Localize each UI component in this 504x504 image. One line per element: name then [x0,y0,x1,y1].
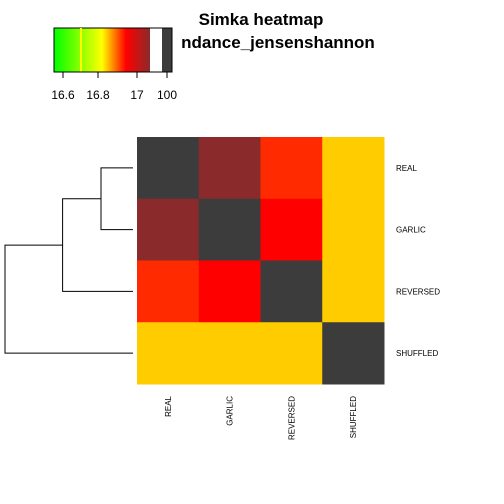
heatmap-cell [260,137,323,200]
heatmap-cell [198,260,261,323]
color-key-gradient [54,28,150,72]
color-key-white-band [150,28,162,72]
heatmap-cell [137,322,200,385]
color-key-tick-label: 100 [157,88,177,102]
heatmap-cell [198,322,261,385]
heatmap-cell [198,137,261,200]
heatmap-cell [137,137,200,200]
column-label: REAL [164,395,173,416]
heatmap-cell [322,322,385,385]
heatmap-cell [322,198,385,261]
chart-title-line2: ndance_jensenshannon [181,33,375,52]
heatmap-cell [198,198,261,261]
color-key-tick-label: 17 [130,88,144,102]
color-key-tick-label: 16.6 [51,88,75,102]
heatmap-cell [260,322,323,385]
heatmap-cell [137,198,200,261]
dendrogram-branch [100,167,133,231]
heatmap-cell [260,260,323,323]
heatmap-cell [137,260,200,323]
dendrogram-branch [62,198,133,292]
heatmap-cell [260,198,323,261]
row-dendrogram [4,167,133,354]
heatmap-cell [322,260,385,323]
chart-title-line1: Simka heatmap [199,10,324,29]
color-key-tick-label: 16.8 [86,88,110,102]
row-label: REVERSED [396,287,440,296]
column-label: GARLIC [226,396,235,426]
row-label: SHUFFLED [396,349,438,358]
color-key-legend: 16.6 16.8 17 100 [51,27,177,102]
column-labels: REAL GARLIC REVERSED SHUFFLED [164,395,358,440]
color-key-dark-band [162,28,172,72]
heatmap-cell [322,137,385,200]
row-labels: REAL GARLIC REVERSED SHUFFLED [396,164,440,358]
color-key-ticks: 16.6 16.8 17 100 [51,71,177,102]
column-label: REVERSED [287,396,296,440]
column-label: SHUFFLED [349,396,358,438]
heatmap-cells [137,137,385,385]
row-label: GARLIC [396,226,426,235]
row-label: REAL [396,164,417,173]
dendrogram-branch [4,244,133,354]
